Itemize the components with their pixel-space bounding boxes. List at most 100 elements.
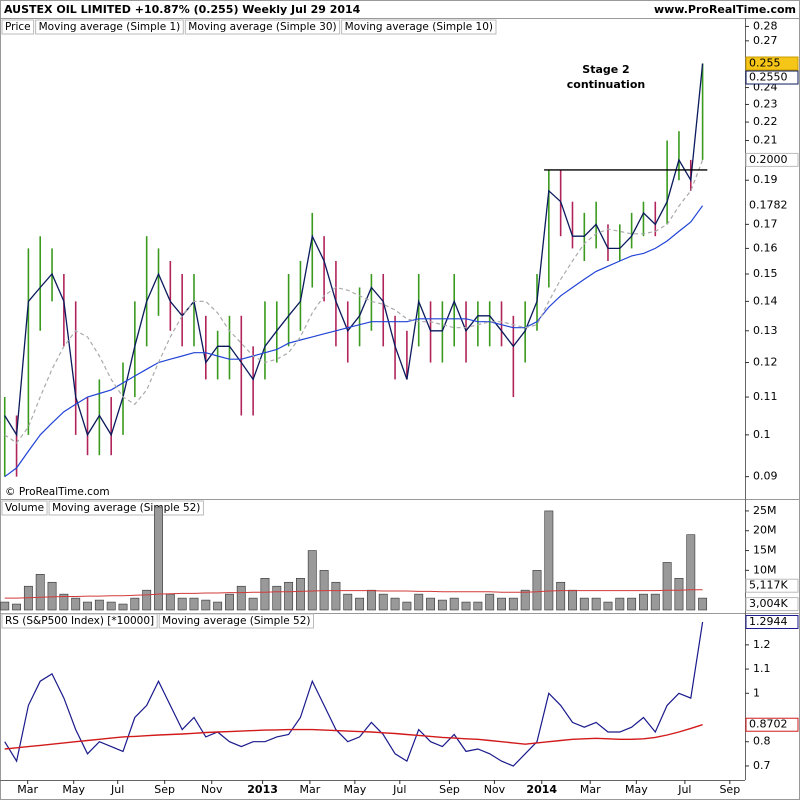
value-label-box bbox=[745, 152, 799, 167]
volume-bar bbox=[449, 597, 459, 611]
volume-bar bbox=[662, 562, 672, 611]
volume-bar bbox=[0, 601, 10, 611]
volume-bar bbox=[177, 597, 187, 611]
volume-bar bbox=[236, 585, 246, 611]
legend-label: RS (S&P500 Index) [*10000] bbox=[5, 615, 154, 627]
volume-bar bbox=[343, 593, 353, 611]
volume-bar bbox=[520, 589, 530, 611]
volume-bar bbox=[331, 581, 341, 611]
legend-label: Moving average (Simple 52) bbox=[162, 615, 310, 627]
x-tick-label: Nov bbox=[201, 783, 223, 796]
volume-bar bbox=[35, 574, 45, 611]
volume-bar bbox=[390, 597, 400, 611]
volume-bar bbox=[284, 581, 294, 611]
legend-label: Price bbox=[5, 21, 31, 33]
volume-bar bbox=[615, 597, 625, 611]
volume-bar bbox=[118, 603, 128, 611]
header-title: AUSTEX OIL LIMITED +10.87% (0.255) Weekl… bbox=[4, 3, 361, 16]
legend-box bbox=[48, 500, 204, 516]
volume-bar bbox=[189, 597, 199, 611]
y-tick-label: 0.8 bbox=[753, 735, 771, 748]
x-tick-label: 2013 bbox=[247, 783, 278, 796]
volume-bar bbox=[272, 585, 282, 611]
volume-bar bbox=[295, 577, 305, 611]
volume-bar bbox=[532, 570, 542, 611]
legend-box bbox=[184, 19, 341, 35]
volume-bar bbox=[414, 593, 424, 611]
volume-bar bbox=[83, 601, 92, 611]
value-label-text: 0.2000 bbox=[749, 153, 788, 166]
legend-box bbox=[341, 19, 497, 35]
y-tick-label: 0.23 bbox=[753, 97, 778, 110]
legend-label: Moving average (Simple 52) bbox=[52, 502, 200, 514]
volume-bar bbox=[591, 597, 601, 611]
volume-bar bbox=[94, 599, 104, 611]
legend-box bbox=[1, 500, 48, 516]
legend-label: Volume bbox=[5, 502, 44, 514]
volume-bar bbox=[106, 601, 116, 611]
volume-bar bbox=[603, 601, 613, 611]
y-tick-label: 0.27 bbox=[753, 34, 778, 47]
x-tick-label: Nov bbox=[484, 783, 506, 796]
y-tick-label: 25M bbox=[753, 504, 777, 517]
value-label-box bbox=[745, 56, 799, 71]
x-tick-label: Mar bbox=[300, 783, 321, 796]
x-tick-label: May bbox=[62, 783, 85, 796]
value-label-text: 3,004K bbox=[749, 597, 788, 610]
volume-bar bbox=[260, 577, 270, 611]
volume-bar bbox=[142, 589, 152, 611]
annotation: Stage 2 bbox=[582, 63, 629, 76]
y-tick-label: 1.2 bbox=[753, 638, 771, 651]
y-tick-label: 0.11 bbox=[753, 390, 778, 403]
x-tick-label: Jul bbox=[110, 783, 124, 796]
volume-bar bbox=[698, 597, 708, 611]
value-label-text: 0.8702 bbox=[749, 718, 788, 731]
x-tick-label: May bbox=[343, 783, 366, 796]
volume-bar bbox=[437, 599, 447, 611]
x-tick-label: Sep bbox=[439, 783, 460, 796]
y-tick-label: 1 bbox=[753, 686, 760, 699]
x-tick-label: May bbox=[625, 783, 648, 796]
volume-bar bbox=[627, 597, 637, 611]
legend-box bbox=[1, 613, 158, 629]
legend-box bbox=[1, 19, 35, 35]
series-line bbox=[4, 205, 704, 478]
value-label: 0.2000 bbox=[745, 152, 799, 167]
volume-bar bbox=[355, 597, 365, 611]
volume-bar bbox=[556, 581, 566, 611]
volume-bar bbox=[461, 601, 471, 611]
value-label: 5,117K bbox=[745, 578, 799, 593]
value-label-text: 0.1782 bbox=[749, 199, 788, 212]
value-label-box bbox=[745, 597, 799, 612]
volume-bar bbox=[639, 593, 648, 611]
volume-bar bbox=[71, 597, 81, 611]
volume-bar bbox=[473, 601, 483, 611]
x-tick-label: Jul bbox=[392, 783, 406, 796]
series-line bbox=[4, 159, 704, 444]
volume-bar bbox=[213, 601, 223, 611]
annotation: continuation bbox=[567, 78, 645, 91]
x-tick-label: Mar bbox=[580, 783, 601, 796]
x-tick-label: Jul bbox=[677, 783, 691, 796]
volume-bar bbox=[544, 510, 554, 611]
volume-bar bbox=[674, 577, 684, 611]
value-label: 1.2944 bbox=[745, 614, 799, 629]
y-tick-label: 0.28 bbox=[753, 19, 778, 32]
volume-bar bbox=[225, 593, 234, 611]
y-tick-label: 0.22 bbox=[753, 115, 778, 128]
volume-bar bbox=[248, 597, 258, 611]
value-label-box bbox=[745, 70, 799, 85]
y-tick-label: 15M bbox=[753, 544, 777, 557]
value-label-box bbox=[745, 717, 799, 732]
y-tick-label: 10M bbox=[753, 563, 777, 576]
volume-bar bbox=[485, 593, 495, 611]
legend-label: Moving average (Simple 10) bbox=[345, 21, 493, 33]
value-label: 0.2550 bbox=[745, 70, 799, 85]
y-tick-label: 0.09 bbox=[753, 470, 778, 483]
legend-box bbox=[35, 19, 184, 35]
volume-bar bbox=[650, 593, 660, 611]
value-label: 0.1782 bbox=[746, 199, 798, 213]
y-tick-label: 20M bbox=[753, 524, 777, 537]
copyright: © ProRealTime.com bbox=[5, 486, 110, 498]
